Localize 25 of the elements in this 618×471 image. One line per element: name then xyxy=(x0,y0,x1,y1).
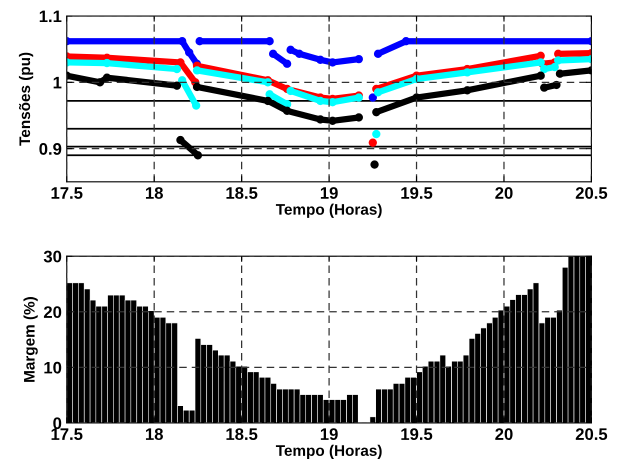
y-tick-label: 30 xyxy=(44,250,62,262)
x-tick-label: 18.5 xyxy=(226,428,258,440)
y-tick-label: 1.1 xyxy=(40,10,62,22)
x-tick-label: 20 xyxy=(495,428,513,440)
y-tick-label: 10 xyxy=(44,362,62,374)
x-tick-label: 18.5 xyxy=(226,187,258,199)
y-axis-title: Margem (%) xyxy=(23,297,38,382)
y-axis-title: Tensões (pu) xyxy=(18,52,34,146)
x-tick-label: 19 xyxy=(320,428,338,440)
x-tick-label: 20 xyxy=(495,187,513,199)
x-tick-label: 19.5 xyxy=(401,187,432,199)
x-tick-label: 18 xyxy=(146,187,163,199)
x-tick-label: 19.5 xyxy=(401,428,432,440)
x-tick-label: 20.5 xyxy=(576,187,608,199)
x-tick-label: 20.5 xyxy=(576,428,608,440)
y-tick-label: 1 xyxy=(54,76,62,88)
x-tick-label: 17.5 xyxy=(52,428,82,440)
x-axis-title: Tempo (Horas) xyxy=(276,204,382,218)
y-tick-label: 0 xyxy=(53,417,62,430)
y-tick-label: 20 xyxy=(44,306,62,318)
x-tick-label: 19 xyxy=(320,187,338,199)
y-tick-label: 0.9 xyxy=(39,143,62,155)
x-tick-label: 18 xyxy=(146,428,163,440)
x-tick-label: 17.5 xyxy=(52,187,82,199)
x-axis-title: Tempo (Horas) xyxy=(276,444,382,459)
